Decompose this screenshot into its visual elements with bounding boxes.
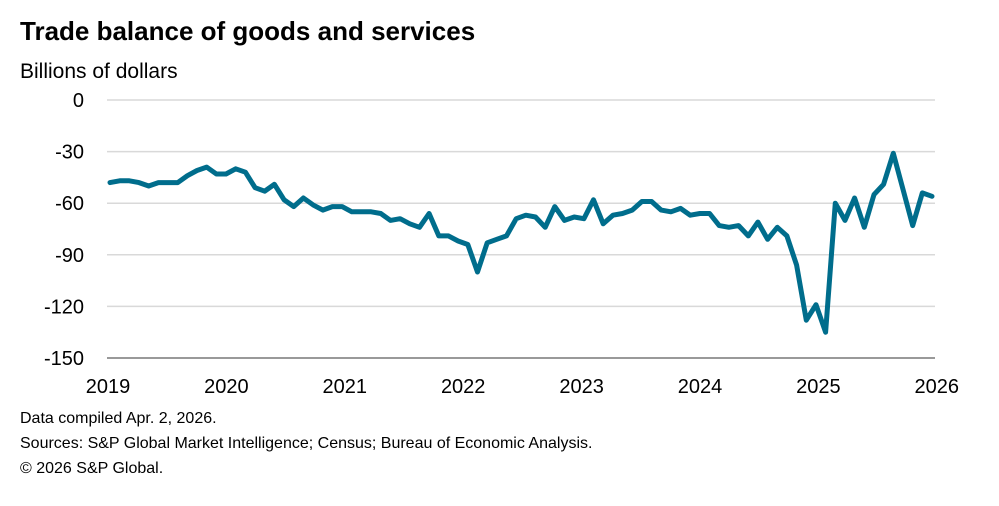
y-tick-label: -30 (55, 142, 84, 164)
x-tick-label: 2026 (915, 376, 960, 398)
x-tick-label: 2020 (204, 376, 249, 398)
chart-subtitle: Billions of dollars (20, 60, 178, 83)
x-tick-label: 2023 (559, 376, 604, 398)
chart-title: Trade balance of goods and services (20, 16, 476, 46)
compiled-note: Data compiled Apr. 2, 2026. (20, 410, 217, 427)
y-tick-label: -60 (55, 193, 84, 215)
series-line (107, 150, 935, 335)
sources-note: Sources: S&P Global Market Intelligence;… (20, 435, 593, 452)
copyright-note: © 2026 S&P Global. (20, 460, 164, 477)
x-tick-label: 2024 (678, 376, 723, 398)
x-tick-label: 2025 (796, 376, 841, 398)
y-tick-label: -120 (44, 296, 84, 318)
x-tick-label: 2022 (441, 376, 486, 398)
x-tick-label: 2019 (86, 376, 131, 398)
y-tick-label: -90 (55, 245, 84, 267)
y-tick-label: 0 (73, 90, 84, 112)
x-tick-label: 2021 (323, 376, 368, 398)
y-tick-label: -150 (44, 348, 84, 370)
